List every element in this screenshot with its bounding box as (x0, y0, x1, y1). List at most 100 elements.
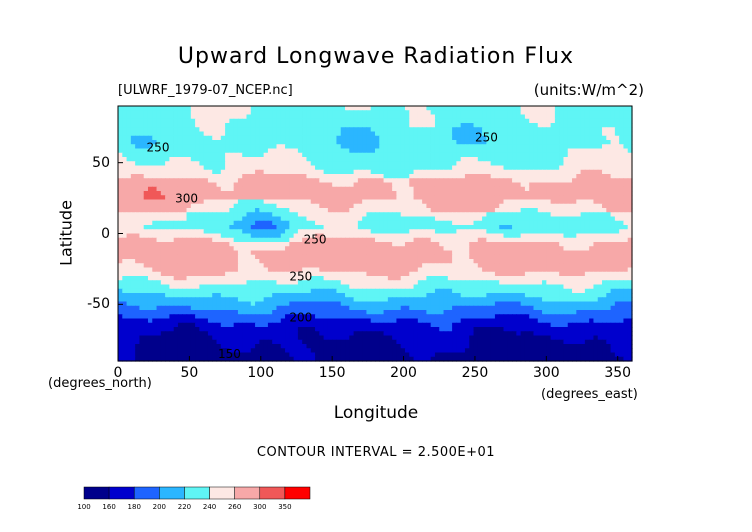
heatmap-cell (507, 144, 513, 150)
heatmap-cell (589, 152, 595, 158)
heatmap-cell (216, 186, 222, 192)
heatmap-cell (152, 157, 158, 162)
heatmap-cell (139, 203, 145, 209)
heatmap-cell (490, 220, 496, 226)
heatmap-cell (606, 263, 612, 269)
heatmap-cell (242, 246, 248, 252)
heatmap-cell (584, 127, 590, 133)
heatmap-cell (195, 148, 200, 154)
heatmap-cell (529, 250, 535, 256)
heatmap-cell (199, 148, 205, 154)
heatmap-cell (580, 123, 586, 128)
heatmap-cell (567, 263, 573, 269)
heatmap-cell (229, 208, 235, 213)
heatmap-cell (297, 229, 303, 235)
heatmap-cell (220, 271, 226, 277)
heatmap-cell (443, 216, 449, 222)
heatmap-cell (237, 267, 243, 273)
heatmap-cell (452, 157, 457, 162)
heatmap-cell (499, 199, 505, 205)
heatmap-cell (297, 127, 303, 133)
heatmap-cell (533, 233, 539, 239)
heatmap-cell (250, 212, 256, 218)
heatmap-cell (447, 191, 453, 196)
heatmap-cell (439, 144, 445, 150)
heatmap-cell (152, 246, 158, 252)
heatmap-cell (396, 152, 402, 158)
heatmap-cell (323, 271, 329, 277)
heatmap-cell (614, 212, 620, 218)
heatmap-cell (173, 106, 179, 111)
heatmap-cell (272, 267, 278, 273)
heatmap-cell (443, 246, 449, 252)
heatmap-cell (533, 229, 539, 235)
heatmap-cell (503, 118, 509, 124)
heatmap-cell (289, 110, 295, 116)
heatmap-cell (199, 174, 205, 179)
heatmap-cell (340, 225, 346, 230)
heatmap-cell (118, 203, 123, 209)
heatmap-cell (246, 118, 252, 124)
heatmap-cell (297, 161, 303, 167)
heatmap-cell (190, 174, 196, 179)
heatmap-cell (464, 182, 470, 188)
heatmap-cell (370, 195, 376, 201)
heatmap-cell (357, 114, 363, 120)
heatmap-cell (584, 259, 590, 264)
heatmap-cell (323, 123, 329, 128)
heatmap-cell (255, 271, 260, 277)
heatmap-cell (469, 148, 475, 154)
heatmap-cell (267, 131, 273, 137)
heatmap-cell (443, 135, 449, 141)
heatmap-cell (362, 195, 368, 201)
heatmap-cell (160, 216, 166, 222)
heatmap-cell (207, 216, 213, 222)
heatmap-cell (379, 259, 385, 264)
heatmap-cell (550, 220, 556, 226)
heatmap-cell (285, 144, 290, 150)
heatmap-cell (460, 110, 466, 116)
heatmap-cell (623, 271, 629, 277)
heatmap-cell (426, 178, 432, 184)
heatmap-cell (366, 229, 372, 235)
heatmap-cell (332, 280, 338, 286)
heatmap-cell (250, 152, 256, 158)
heatmap-cell (460, 246, 466, 252)
heatmap-cell (357, 131, 363, 137)
heatmap-cell (619, 106, 625, 111)
heatmap-cell (212, 131, 218, 137)
heatmap-cell (610, 216, 616, 222)
heatmap-cell (237, 237, 243, 243)
heatmap-cell (580, 174, 586, 179)
heatmap-cell (323, 263, 329, 269)
heatmap-cell (285, 242, 290, 247)
heatmap-cell (139, 131, 145, 137)
heatmap-cell (516, 152, 522, 158)
heatmap-cell (345, 203, 350, 209)
heatmap-cell (383, 191, 389, 196)
heatmap-cell (593, 110, 599, 116)
heatmap-cell (507, 246, 513, 252)
heatmap-cell (559, 229, 565, 235)
heatmap-cell (216, 250, 222, 256)
heatmap-cell (417, 169, 423, 175)
heatmap-cell (147, 135, 153, 141)
heatmap-cell (417, 161, 423, 167)
heatmap-cell (477, 220, 483, 226)
heatmap-cell (203, 246, 209, 252)
heatmap-cell (460, 195, 466, 201)
heatmap-cell (250, 199, 256, 205)
heatmap-cell (580, 208, 586, 213)
heatmap-cell (430, 259, 436, 264)
heatmap-cell (447, 242, 453, 247)
heatmap-cell (242, 110, 248, 116)
heatmap-cell (327, 114, 333, 120)
heatmap-cell (392, 131, 398, 137)
heatmap-cell (383, 263, 389, 269)
heatmap-cell (623, 157, 629, 162)
heatmap-cell (177, 246, 183, 252)
heatmap-cell (336, 208, 342, 213)
heatmap-cell (156, 135, 162, 141)
heatmap-cell (404, 106, 410, 111)
heatmap-cell (156, 242, 162, 247)
